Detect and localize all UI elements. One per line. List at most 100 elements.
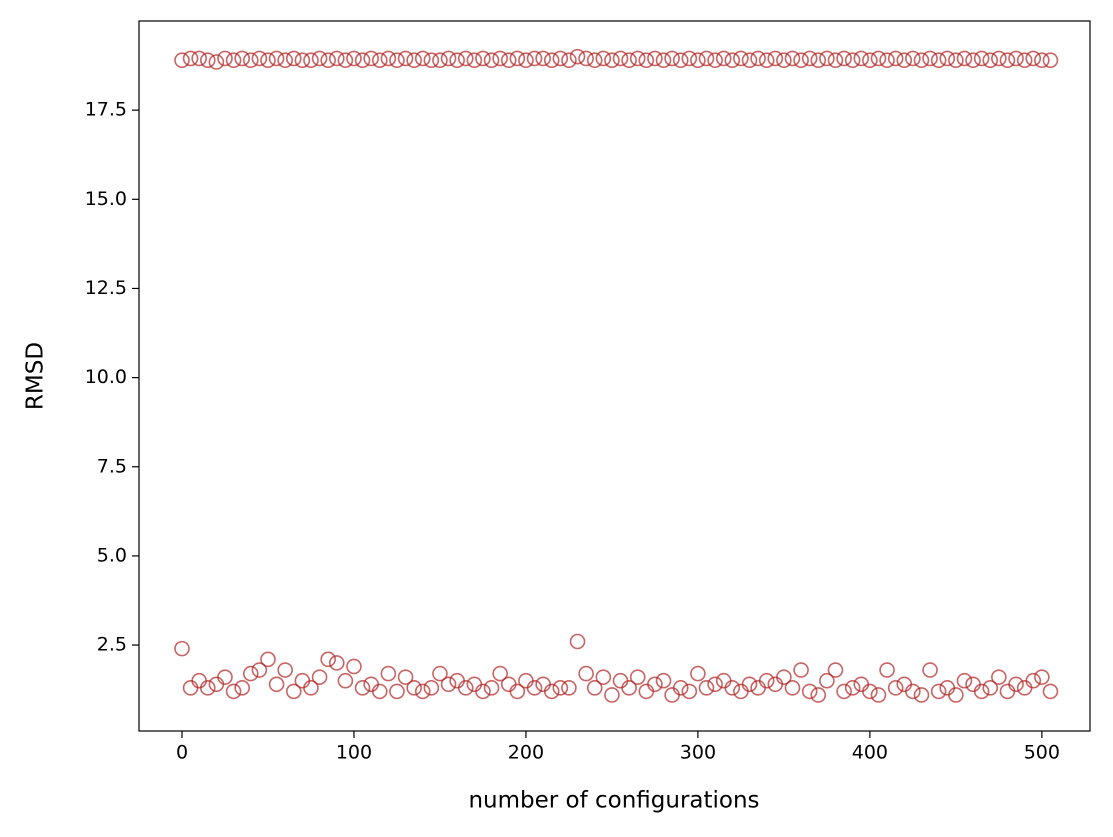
point [862, 683, 878, 700]
point [543, 683, 560, 700]
point [432, 52, 448, 69]
point [733, 683, 749, 700]
point [225, 683, 242, 700]
point [260, 651, 276, 668]
point [294, 672, 311, 689]
point [285, 683, 302, 700]
point [750, 680, 766, 696]
point [303, 680, 319, 696]
point [535, 676, 551, 693]
point [784, 50, 801, 67]
point [870, 687, 887, 703]
point [939, 50, 956, 67]
point [449, 672, 465, 689]
point [741, 676, 758, 693]
point [328, 655, 345, 671]
point [621, 52, 637, 69]
point [569, 633, 586, 650]
point [414, 683, 431, 700]
point [191, 50, 207, 67]
point [862, 52, 878, 69]
x-tick-label: 100 [336, 742, 372, 764]
point [793, 52, 809, 69]
x-tick-label: 200 [508, 742, 544, 764]
point [604, 52, 620, 69]
point [595, 50, 612, 67]
point [612, 50, 629, 67]
point [586, 680, 603, 696]
point [199, 52, 216, 69]
point [1042, 683, 1059, 700]
point [466, 52, 483, 69]
y-tick-label: 15.0 [85, 188, 127, 210]
point [242, 52, 259, 69]
point [1025, 672, 1042, 689]
point [956, 672, 973, 689]
point [294, 52, 311, 69]
point [509, 683, 526, 700]
point [638, 52, 655, 69]
point [1016, 680, 1033, 696]
point [311, 50, 328, 67]
point [423, 52, 440, 69]
point [819, 50, 835, 67]
point [337, 672, 354, 689]
point [853, 676, 870, 693]
point [836, 683, 852, 700]
point [758, 52, 775, 69]
point [561, 52, 577, 69]
x-tick-label: 500 [1024, 742, 1060, 764]
point [328, 50, 345, 67]
point [397, 669, 414, 685]
point [707, 676, 723, 693]
x-axis-label: number of configurations [468, 788, 759, 814]
point [337, 52, 354, 69]
point [672, 52, 689, 69]
point [174, 640, 190, 657]
point [999, 683, 1016, 700]
point [1042, 52, 1059, 69]
point [612, 672, 629, 689]
point [586, 52, 603, 69]
point [638, 683, 655, 700]
point [982, 52, 999, 69]
point [922, 50, 938, 67]
point [887, 680, 904, 696]
point [457, 680, 474, 696]
point [526, 680, 543, 696]
point [905, 50, 921, 67]
point [956, 50, 973, 67]
point [242, 665, 259, 682]
point [1008, 676, 1024, 693]
point [371, 683, 388, 700]
point [483, 680, 500, 696]
point [423, 680, 440, 696]
point [543, 52, 560, 69]
point [182, 50, 199, 67]
point [991, 50, 1007, 67]
point [629, 50, 646, 67]
y-axis-label: RMSD [23, 342, 49, 410]
point [776, 669, 792, 685]
point [320, 651, 336, 668]
point [982, 680, 999, 696]
point [655, 52, 672, 69]
point [251, 50, 268, 67]
point [750, 50, 766, 67]
point [922, 662, 938, 678]
point [991, 669, 1007, 685]
point [217, 669, 233, 685]
x-tick-label: 300 [680, 742, 716, 764]
point [707, 52, 723, 69]
point [561, 680, 577, 696]
x-tick-label: 0 [176, 742, 188, 764]
point [1008, 50, 1024, 67]
point [939, 680, 956, 696]
point [672, 680, 689, 696]
point [320, 52, 336, 69]
point [681, 50, 698, 67]
point [801, 50, 818, 67]
point [604, 687, 620, 703]
point [844, 680, 861, 696]
